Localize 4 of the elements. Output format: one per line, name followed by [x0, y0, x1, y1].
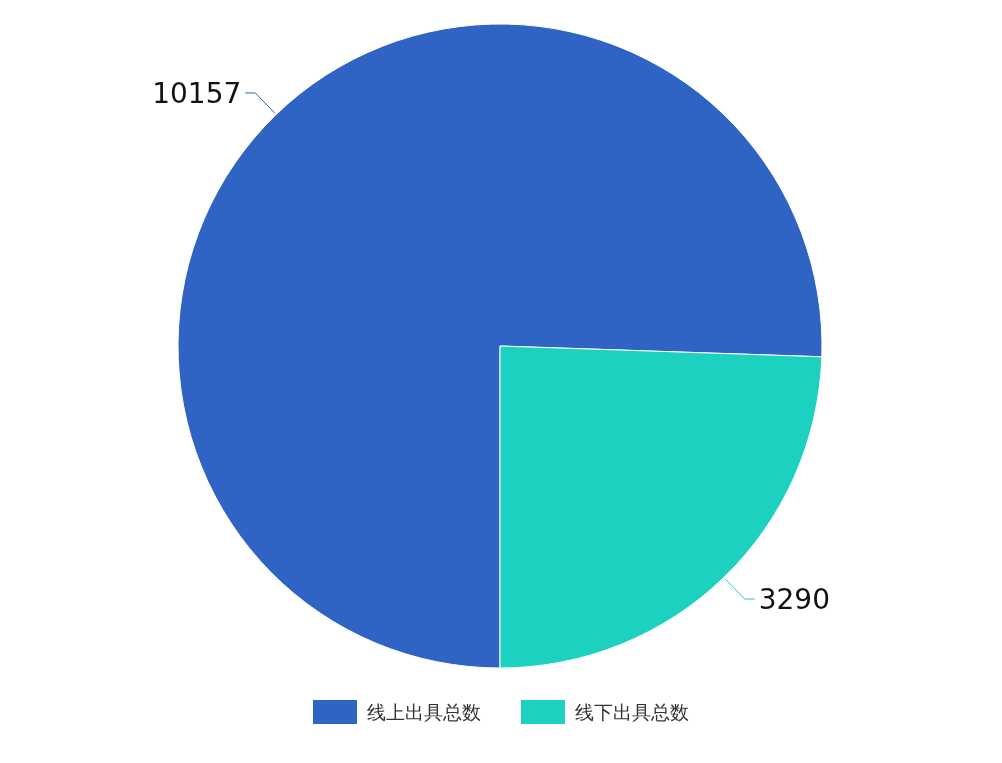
data-label: 3290	[758, 583, 830, 617]
legend-label: 线下出具总数	[575, 701, 689, 723]
data-label: 10157	[152, 76, 242, 110]
legend-label: 线上出具总数	[367, 701, 481, 723]
